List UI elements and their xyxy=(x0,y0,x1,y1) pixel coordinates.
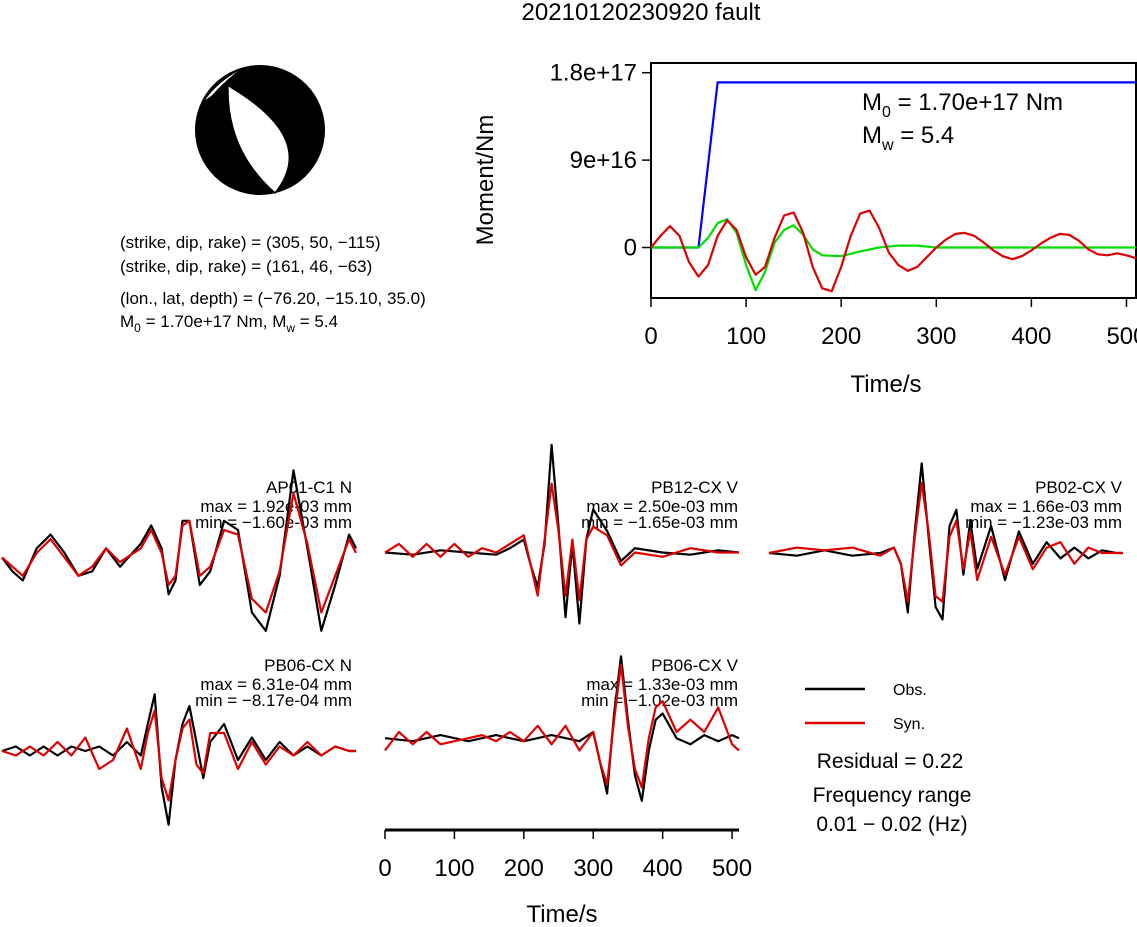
min-label: min = −8.17e-04 mm xyxy=(195,691,352,710)
time-axis-ticks: 0 100 200 300 400 500 xyxy=(378,830,752,882)
time-tick-label: 0 xyxy=(378,855,391,882)
x-tick-label: 100 xyxy=(726,323,766,350)
station-label: PB02-CX V xyxy=(1035,478,1123,497)
synthetic-trace xyxy=(384,663,740,789)
min-label: min = −1.02e-03 mm xyxy=(581,691,738,710)
station-label: PB06-CX N xyxy=(264,656,352,675)
synthetic-stf-line xyxy=(651,218,1136,292)
max-label: max = 2.50e-03 mm xyxy=(586,497,738,516)
waveform-panel-ap01-c1-n: AP01-C1 N max = 1.92e-03 mm min = −1.60e… xyxy=(1,469,357,632)
time-tick-label: 500 xyxy=(712,855,752,882)
max-label: max = 6.31e-04 mm xyxy=(200,675,352,694)
waveform-traces xyxy=(384,655,740,803)
time-tick-label: 400 xyxy=(643,855,683,882)
waveform-traces xyxy=(1,693,356,826)
moment-ylabel: Moment/Nm xyxy=(472,115,499,246)
station-label: PB06-CX V xyxy=(651,656,739,675)
moment-text: M0 = 1.70e+17 Nm, Mw = 5.4 xyxy=(120,312,338,335)
legend-obs-label: Obs. xyxy=(893,682,927,699)
min-label: min = −1.23e-03 mm xyxy=(965,513,1122,532)
x-tick-label: 200 xyxy=(821,323,861,350)
waveform-panel-pb02-cx-v: PB02-CX V max = 1.66e-03 mm min = −1.23e… xyxy=(768,462,1123,621)
synthetic-trace xyxy=(1,492,357,614)
legend-syn-label: Syn. xyxy=(893,716,925,733)
moment-annotation-m0: M0 = 1.70e+17 Nm xyxy=(862,89,1063,121)
moment-annotation-mw: Mw = 5.4 xyxy=(862,122,954,154)
observed-trace xyxy=(384,655,740,803)
waveform-traces xyxy=(384,443,740,625)
station-label: AP01-C1 N xyxy=(266,478,352,497)
beachball xyxy=(195,65,325,195)
x-tick-label: 400 xyxy=(1011,323,1051,350)
x-tick-label: 500 xyxy=(1106,323,1137,350)
moment-chart-lines xyxy=(650,81,1137,293)
y-tick-label: 1.8e+17 xyxy=(550,60,637,87)
waveform-traces xyxy=(768,462,1123,621)
location-text: (lon., lat, depth) = (−76.20, −15.10, 35… xyxy=(120,289,426,308)
synthetic-trace xyxy=(1,709,356,802)
moment-chart: 010020030040050009e+161.8e+17 Moment/Nm … xyxy=(472,60,1137,398)
waveform-time-axis: 0 100 200 300 400 500 Time/s xyxy=(378,828,752,927)
observed-trace xyxy=(1,693,356,826)
frequency-range-title: Frequency range xyxy=(813,784,972,807)
residual-text: Residual = 0.22 xyxy=(817,750,964,773)
time-axis-label: Time/s xyxy=(526,901,597,927)
legend: Obs. Syn. Residual = 0.22 Frequency rang… xyxy=(805,682,971,836)
waveform-traces xyxy=(1,469,357,632)
time-tick-label: 300 xyxy=(573,855,613,882)
x-tick-label: 300 xyxy=(916,323,956,350)
synthetic-trace xyxy=(768,481,1123,603)
max-label: max = 1.66e-03 mm xyxy=(970,497,1122,516)
residual-wave-line xyxy=(650,209,1137,293)
max-label: max = 1.92e-03 mm xyxy=(200,497,352,516)
station-label: PB12-CX V xyxy=(651,478,739,497)
synthetic-trace xyxy=(384,482,739,602)
x-tick-label: 0 xyxy=(644,323,657,350)
observed-trace xyxy=(384,443,740,625)
min-label: min = −1.60e-03 mm xyxy=(195,513,352,532)
waveform-panel-pb12-cx-v: PB12-CX V max = 2.50e-03 mm min = −1.65e… xyxy=(384,443,740,625)
waveform-panel-pb06-cx-v: PB06-CX V max = 1.33e-03 mm min = −1.02e… xyxy=(384,655,740,803)
figure-title: 20210120230920 fault xyxy=(522,0,761,26)
moment-chart-frame xyxy=(650,62,1137,299)
time-tick-label: 100 xyxy=(434,855,474,882)
waveform-panel-pb06-cx-n: PB06-CX N max = 6.31e-04 mm min = −8.17e… xyxy=(1,656,356,826)
beachball-dilatation-1 xyxy=(227,83,290,195)
y-tick-label: 0 xyxy=(624,235,637,262)
nodal-plane-1: (strike, dip, rake) = (305, 50, −115) xyxy=(120,233,380,252)
y-tick-label: 9e+16 xyxy=(570,147,637,174)
beachball-dilatation-2 xyxy=(202,67,244,103)
min-label: min = −1.65e-03 mm xyxy=(581,513,738,532)
time-tick-label: 200 xyxy=(504,855,544,882)
moment-xlabel: Time/s xyxy=(850,371,921,398)
nodal-plane-2: (strike, dip, rake) = (161, 46, −63) xyxy=(120,257,372,276)
moment-chart-ticks: 0 100 200 300 400 500 0 9e+16 1.8e+17 xyxy=(550,60,1137,350)
frequency-range-value: 0.01 − 0.02 (Hz) xyxy=(816,813,967,836)
